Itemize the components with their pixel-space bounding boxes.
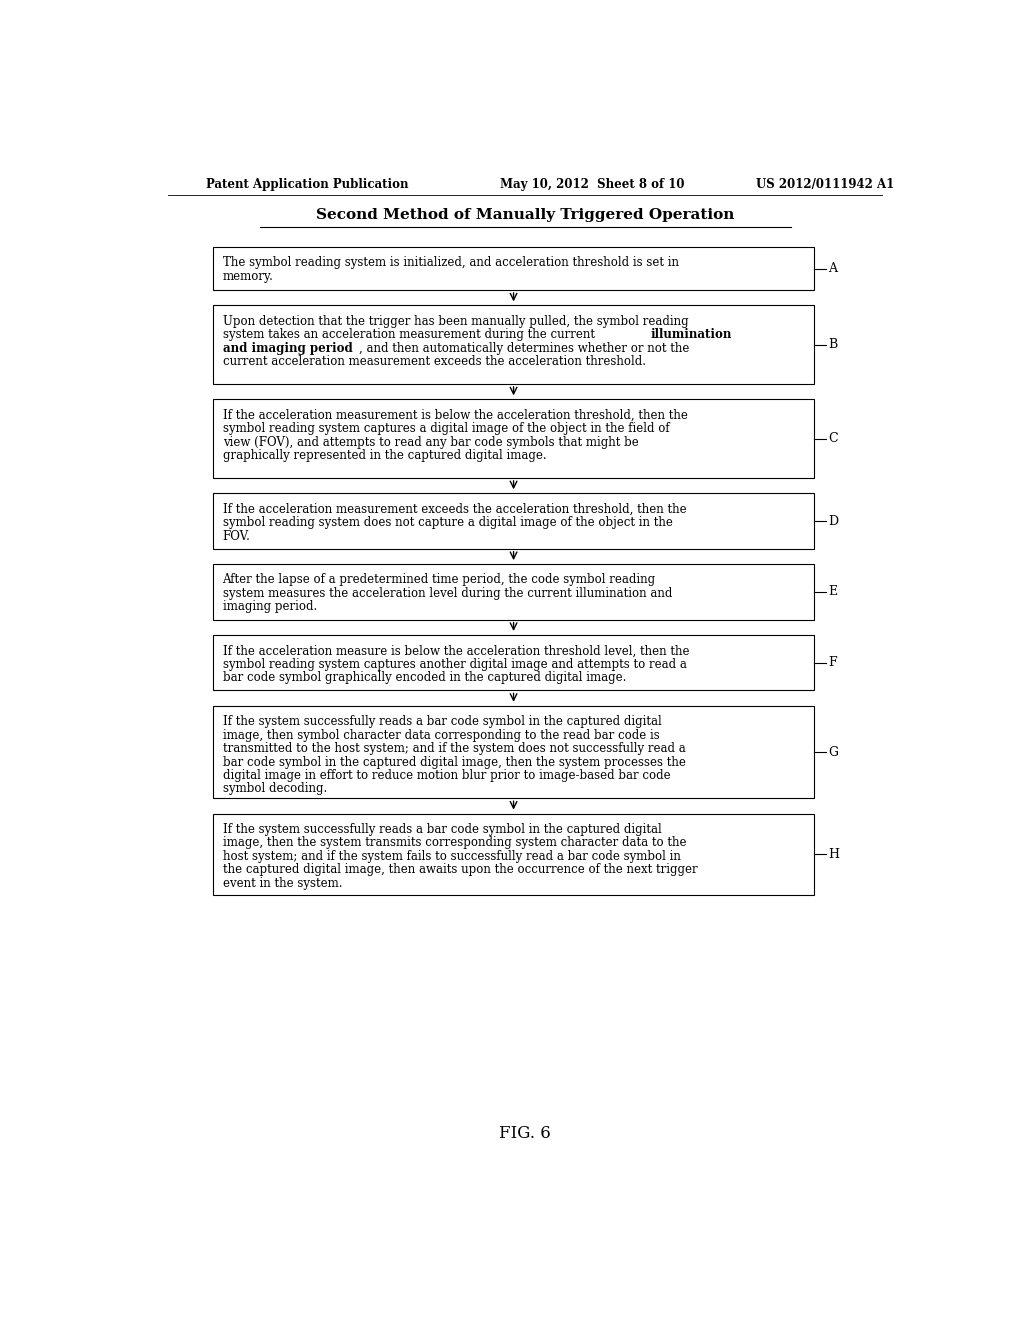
Text: If the system successfully reads a bar code symbol in the captured digital: If the system successfully reads a bar c… <box>222 715 662 729</box>
Text: system takes an acceleration measurement during the current: system takes an acceleration measurement… <box>222 329 598 341</box>
Text: host system; and if the system fails to successfully read a bar code symbol in: host system; and if the system fails to … <box>222 850 680 863</box>
Text: If the acceleration measurement is below the acceleration threshold, then the: If the acceleration measurement is below… <box>222 409 687 421</box>
Text: , and then automatically determines whether or not the: , and then automatically determines whet… <box>359 342 689 355</box>
Bar <box>213 706 814 799</box>
Text: If the system successfully reads a bar code symbol in the captured digital: If the system successfully reads a bar c… <box>222 822 662 836</box>
Text: A: A <box>827 261 837 275</box>
Text: After the lapse of a predetermined time period, the code symbol reading: After the lapse of a predetermined time … <box>222 573 655 586</box>
Text: memory.: memory. <box>222 269 273 282</box>
Text: image, then symbol character data corresponding to the read bar code is: image, then symbol character data corres… <box>222 729 659 742</box>
Text: image, then the system transmits corresponding system character data to the: image, then the system transmits corresp… <box>222 837 686 849</box>
Text: event in the system.: event in the system. <box>222 876 342 890</box>
Text: illumination: illumination <box>650 329 732 341</box>
Text: imaging period.: imaging period. <box>222 601 316 614</box>
Text: G: G <box>827 746 838 759</box>
Bar <box>213 400 814 478</box>
Text: US 2012/0111942 A1: US 2012/0111942 A1 <box>756 178 894 190</box>
Text: and imaging period: and imaging period <box>222 342 352 355</box>
Text: FIG. 6: FIG. 6 <box>499 1125 551 1142</box>
Text: Patent Application Publication: Patent Application Publication <box>206 178 408 190</box>
Bar <box>213 813 814 895</box>
Text: system measures the acceleration level during the current illumination and: system measures the acceleration level d… <box>222 587 672 599</box>
Text: transmitted to the host system; and if the system does not successfully read a: transmitted to the host system; and if t… <box>222 742 685 755</box>
Text: C: C <box>827 432 838 445</box>
Text: the captured digital image, then awaits upon the occurrence of the next trigger: the captured digital image, then awaits … <box>222 863 697 876</box>
Text: symbol reading system captures another digital image and attempts to read a: symbol reading system captures another d… <box>222 657 686 671</box>
Text: If the acceleration measure is below the acceleration threshold level, then the: If the acceleration measure is below the… <box>222 644 689 657</box>
Text: symbol reading system does not capture a digital image of the object in the: symbol reading system does not capture a… <box>222 516 673 529</box>
Text: symbol reading system captures a digital image of the object in the field of: symbol reading system captures a digital… <box>222 422 669 436</box>
Bar <box>213 247 814 290</box>
Text: Second Method of Manually Triggered Operation: Second Method of Manually Triggered Oper… <box>315 209 734 223</box>
Bar <box>213 635 814 690</box>
Text: view (FOV), and attempts to read any bar code symbols that might be: view (FOV), and attempts to read any bar… <box>222 436 638 449</box>
Text: D: D <box>827 515 838 528</box>
Bar <box>213 564 814 619</box>
Text: E: E <box>827 585 837 598</box>
Text: If the acceleration measurement exceeds the acceleration threshold, then the: If the acceleration measurement exceeds … <box>222 503 686 516</box>
Text: digital image in effort to reduce motion blur prior to image-based bar code: digital image in effort to reduce motion… <box>222 770 670 781</box>
Text: H: H <box>827 847 839 861</box>
Text: May 10, 2012  Sheet 8 of 10: May 10, 2012 Sheet 8 of 10 <box>500 178 684 190</box>
Bar <box>213 305 814 384</box>
Text: FOV.: FOV. <box>222 529 251 543</box>
Text: symbol decoding.: symbol decoding. <box>222 783 327 796</box>
Text: The symbol reading system is initialized, and acceleration threshold is set in: The symbol reading system is initialized… <box>222 256 679 269</box>
Text: B: B <box>827 338 837 351</box>
Bar <box>213 494 814 549</box>
Text: current acceleration measurement exceeds the acceleration threshold.: current acceleration measurement exceeds… <box>222 355 645 368</box>
Text: Upon detection that the trigger has been manually pulled, the symbol reading: Upon detection that the trigger has been… <box>222 314 688 327</box>
Text: F: F <box>827 656 837 669</box>
Text: bar code symbol graphically encoded in the captured digital image.: bar code symbol graphically encoded in t… <box>222 671 626 684</box>
Text: graphically represented in the captured digital image.: graphically represented in the captured … <box>222 449 546 462</box>
Text: bar code symbol in the captured digital image, then the system processes the: bar code symbol in the captured digital … <box>222 755 685 768</box>
